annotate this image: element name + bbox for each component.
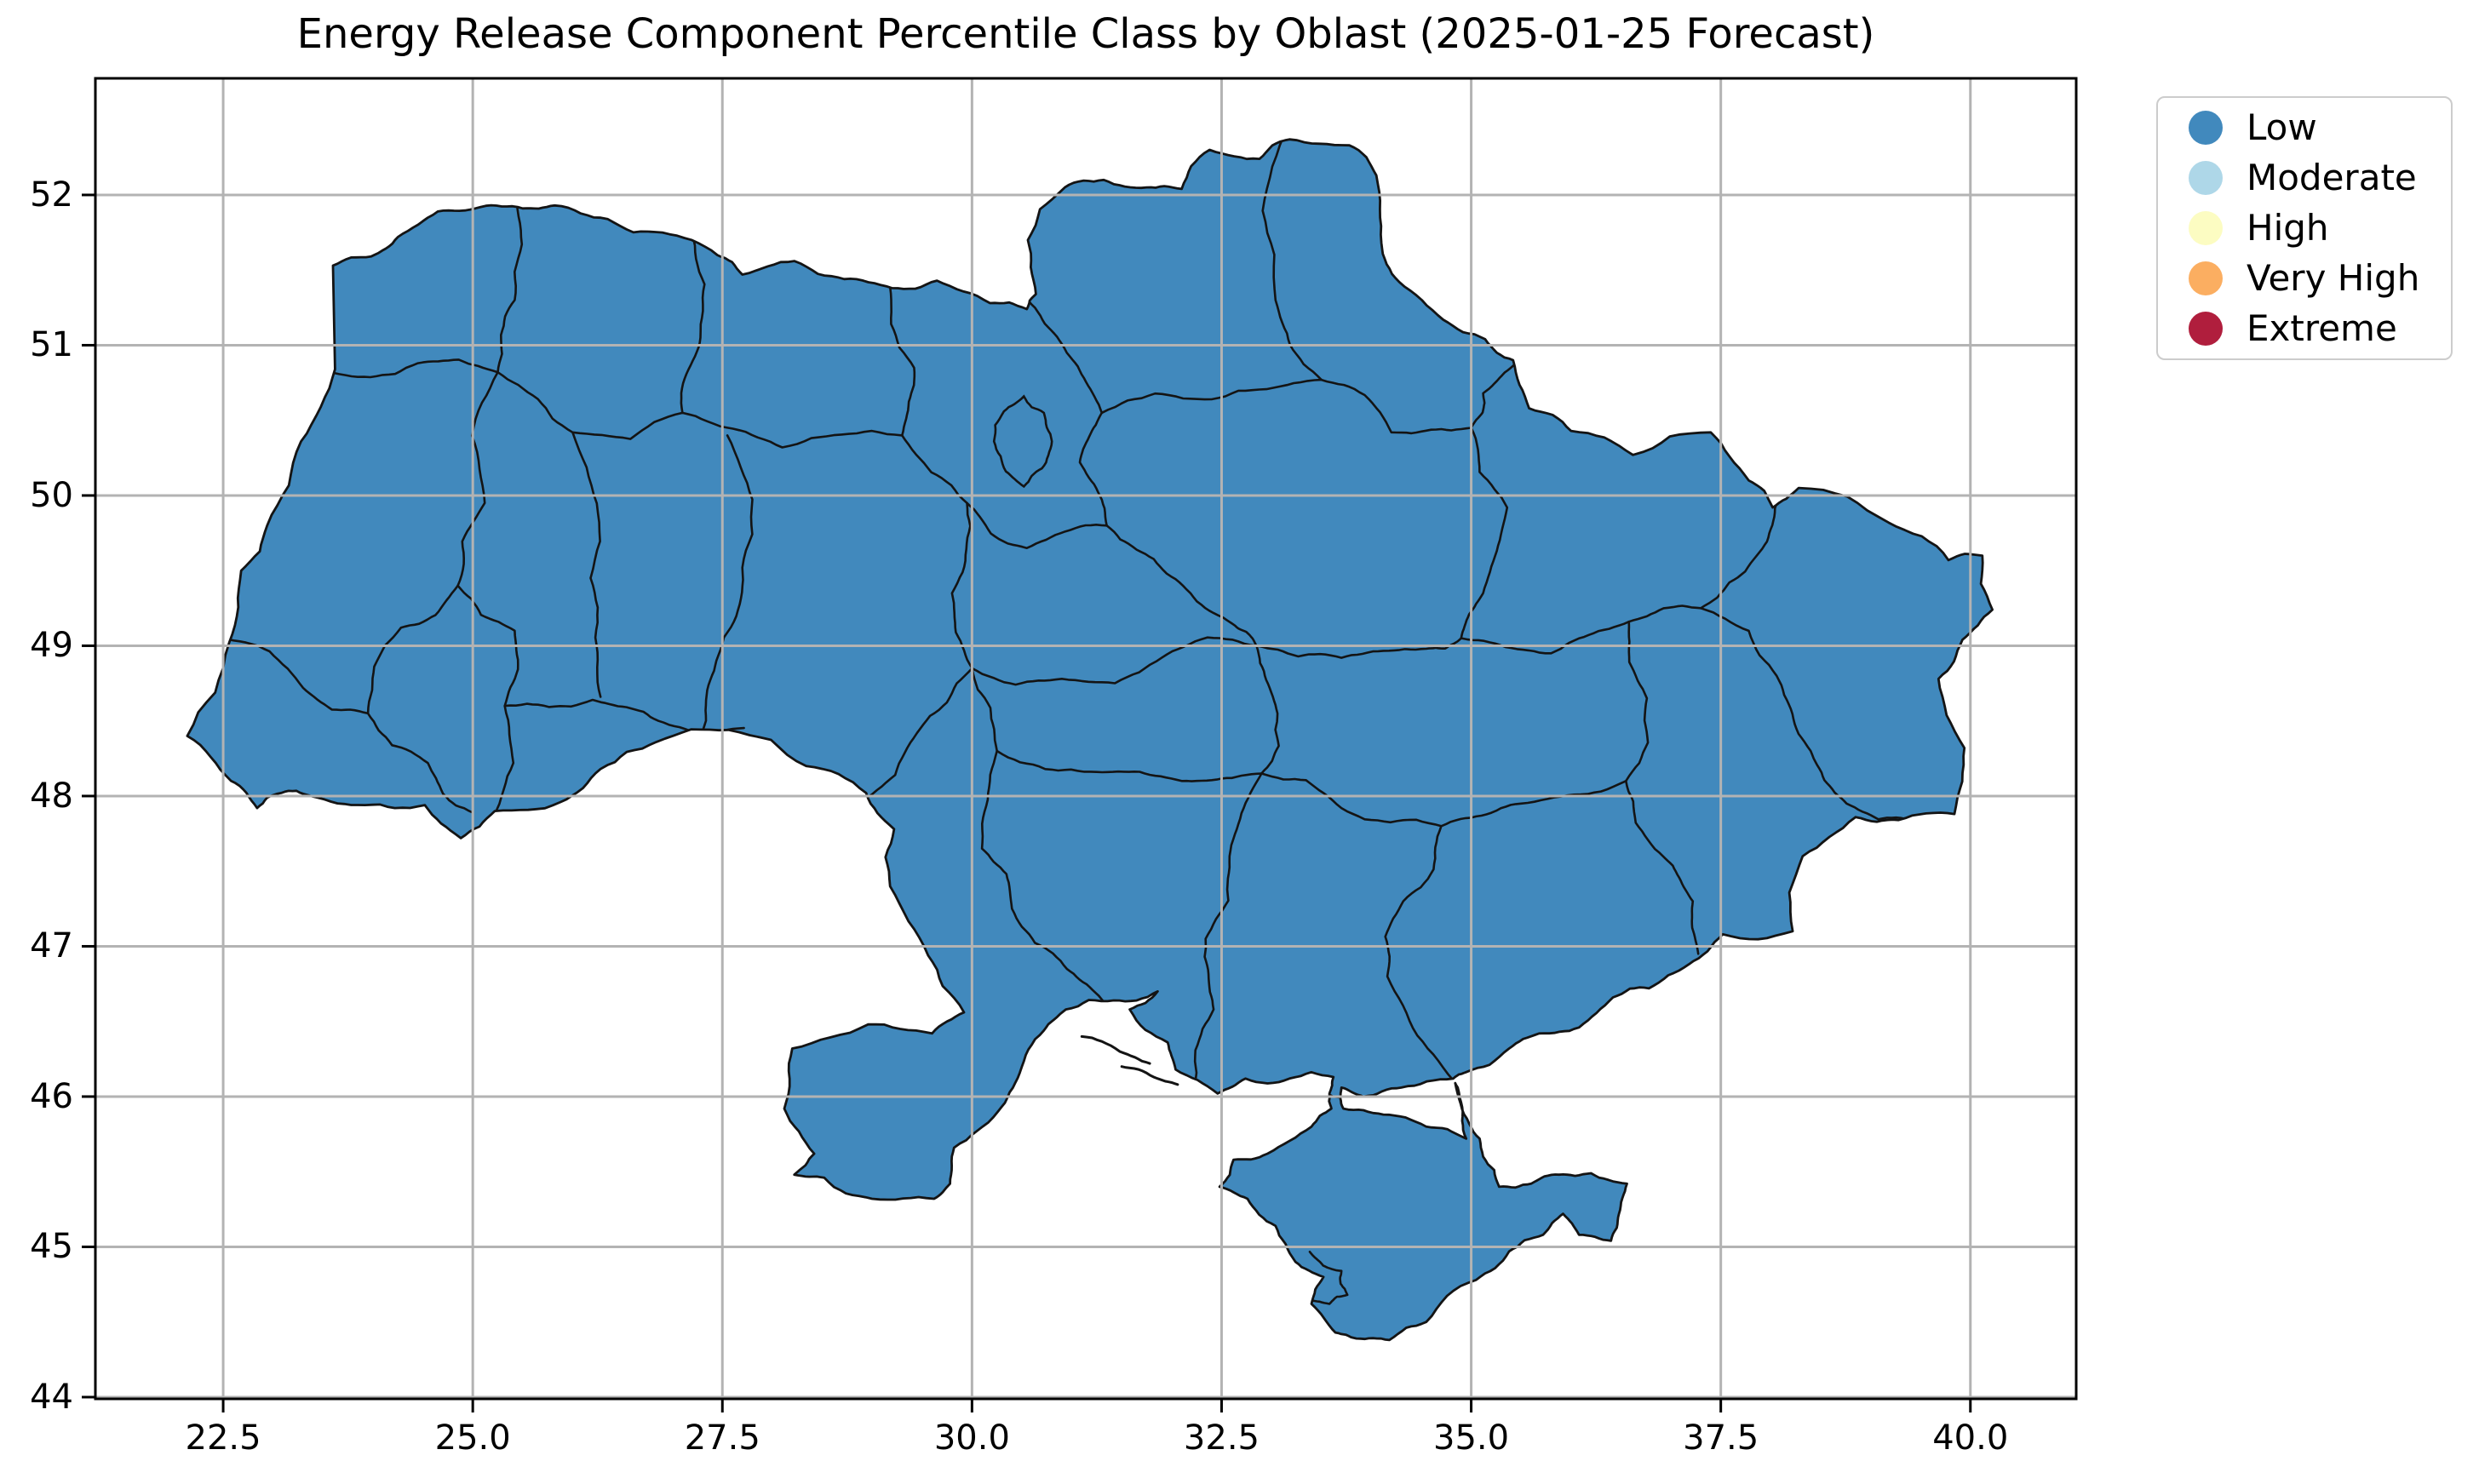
oblast-border-line [950,501,973,670]
oblast-border-line [1020,294,1104,415]
y-tick-label: 48 [30,776,73,816]
oblast-border-line [1460,427,1509,639]
oblast-border-line [1625,780,1700,955]
oblast-border-line [1261,139,1323,381]
oblast-border-line [1105,524,1258,647]
y-tick-label: 51 [30,325,73,365]
legend-label: Moderate [2247,157,2417,199]
legend-swatch-very-high [2189,261,2223,295]
ukraine-country-outline [186,138,1994,1342]
oblast-border-line [456,584,519,818]
legend-label: High [2247,206,2329,249]
oblast-border-line [888,273,916,437]
oblast-border-line [1440,780,1627,828]
oblast-border-line [1100,378,1323,415]
x-tick-label: 30.0 [933,1418,1010,1458]
oblast-border-line [698,434,754,742]
oblast-border-line [1191,772,1263,1097]
grid-lines [95,78,2076,1399]
chart-title: Energy Release Component Percentile Clas… [296,10,1875,58]
oblast-border-line [366,584,459,715]
x-tick-label: 40.0 [1932,1418,2009,1458]
oblast-border-line [681,411,904,449]
x-tick-label: 37.5 [1683,1418,1759,1458]
legend-entry: Extreme [2158,303,2451,353]
x-tick-label: 32.5 [1183,1418,1260,1458]
legend-entry: High [2158,203,2451,254]
coastal-spit-line [1120,1065,1179,1086]
oblast-border-line [1255,637,1463,659]
oblast-border-line [971,636,1258,686]
oblast-border-line [220,637,473,814]
oblast-border-line [1460,604,1702,655]
kyiv-city-boundary [992,394,1053,489]
legend-swatch-high [2189,210,2223,245]
tick-marks [82,193,1972,1412]
oblast-border-line [1625,620,1650,782]
y-tick-label: 49 [30,626,73,666]
oblast-border-line [1078,411,1108,527]
oblast-border-line [1699,607,1915,822]
ukraine-country-fill [186,139,1993,1340]
y-tick-label: 50 [30,475,73,515]
oblast-borders [220,139,1915,1305]
x-tick-label: 22.5 [185,1418,261,1458]
oblast-border-line [1294,1251,1349,1305]
legend-box: Low Moderate High Very High Extreme [2156,96,2453,360]
oblast-border-line [1320,378,1472,435]
oblast-border-line [571,431,602,698]
y-tick-label: 44 [30,1377,73,1417]
oblast-border-line [1384,825,1460,1088]
y-tick-label: 45 [30,1227,73,1267]
y-tick-label: 46 [30,1076,73,1116]
x-tick-label: 25.0 [434,1418,511,1458]
oblast-border-line [1470,349,1526,429]
legend-label: Very High [2247,256,2420,299]
oblast-border-line [680,231,706,415]
legend-swatch-moderate [2189,161,2223,196]
legend-entry: Very High [2158,253,2451,303]
oblast-border-line [901,434,1108,549]
oblast-border-line [456,370,499,587]
oblast-border-line [856,667,973,805]
legend-swatch-low [2189,111,2223,146]
legend-label: Low [2247,106,2317,149]
y-tick-label: 47 [30,926,73,966]
coastal-spit-line [1080,1034,1151,1065]
axes-spines [94,77,2078,1401]
legend-label: Extreme [2247,307,2397,349]
legend-swatch-extreme [2189,311,2223,346]
x-tick-label: 27.5 [684,1418,760,1458]
y-tick-label: 52 [30,175,73,215]
oblast-border-line [1255,645,1280,775]
legend-entry: Moderate [2158,153,2451,203]
oblast-border-line [1260,772,1443,828]
x-tick-label: 35.0 [1433,1418,1510,1458]
legend-entry: Low [2158,103,2451,153]
oblast-border-line [496,187,524,374]
oblast-border-line [971,667,1115,1017]
